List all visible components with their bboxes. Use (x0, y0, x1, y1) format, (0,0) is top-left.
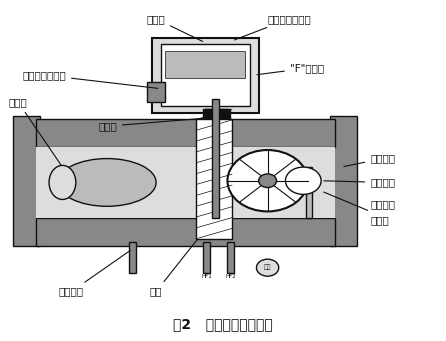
FancyBboxPatch shape (165, 51, 245, 78)
Circle shape (227, 150, 308, 211)
Text: 低频脉冲发生器: 低频脉冲发生器 (235, 14, 311, 40)
Ellipse shape (49, 165, 76, 199)
Text: 图2   涡轮流量计剖面图: 图2 涡轮流量计剖面图 (173, 317, 273, 331)
Text: 温度管嘴: 温度管嘴 (344, 153, 395, 166)
Circle shape (256, 259, 279, 276)
FancyBboxPatch shape (129, 242, 136, 273)
FancyBboxPatch shape (161, 44, 250, 106)
FancyBboxPatch shape (36, 218, 334, 246)
Text: 磁耦合: 磁耦合 (98, 118, 209, 131)
FancyBboxPatch shape (306, 167, 312, 218)
Text: 发生器: 发生器 (370, 215, 389, 225)
Text: HF2: HF2 (226, 274, 236, 279)
Text: 涡轮: 涡轮 (150, 220, 212, 297)
Text: 整流器: 整流器 (9, 97, 61, 165)
FancyBboxPatch shape (196, 119, 232, 239)
Text: 油泵: 油泵 (264, 265, 271, 270)
FancyBboxPatch shape (205, 109, 227, 133)
FancyBboxPatch shape (330, 116, 357, 246)
FancyBboxPatch shape (203, 242, 210, 273)
Text: HF1: HF1 (201, 274, 212, 279)
Circle shape (259, 174, 277, 188)
FancyBboxPatch shape (152, 38, 259, 113)
FancyBboxPatch shape (203, 109, 230, 126)
Text: "F"型表头: "F"型表头 (257, 63, 324, 75)
FancyBboxPatch shape (13, 116, 40, 246)
Circle shape (285, 167, 321, 194)
Text: 压力管嘴: 压力管嘴 (59, 251, 130, 297)
Text: 计数器: 计数器 (146, 14, 202, 41)
FancyBboxPatch shape (212, 99, 219, 218)
Text: 辅助叶轮: 辅助叶轮 (324, 177, 395, 188)
Text: 高频脉冲: 高频脉冲 (370, 199, 395, 210)
FancyBboxPatch shape (36, 147, 334, 218)
Ellipse shape (58, 159, 156, 206)
Text: 高频脉冲发生器: 高频脉冲发生器 (22, 70, 158, 88)
FancyBboxPatch shape (36, 119, 334, 147)
FancyBboxPatch shape (227, 242, 234, 273)
FancyBboxPatch shape (147, 82, 165, 102)
